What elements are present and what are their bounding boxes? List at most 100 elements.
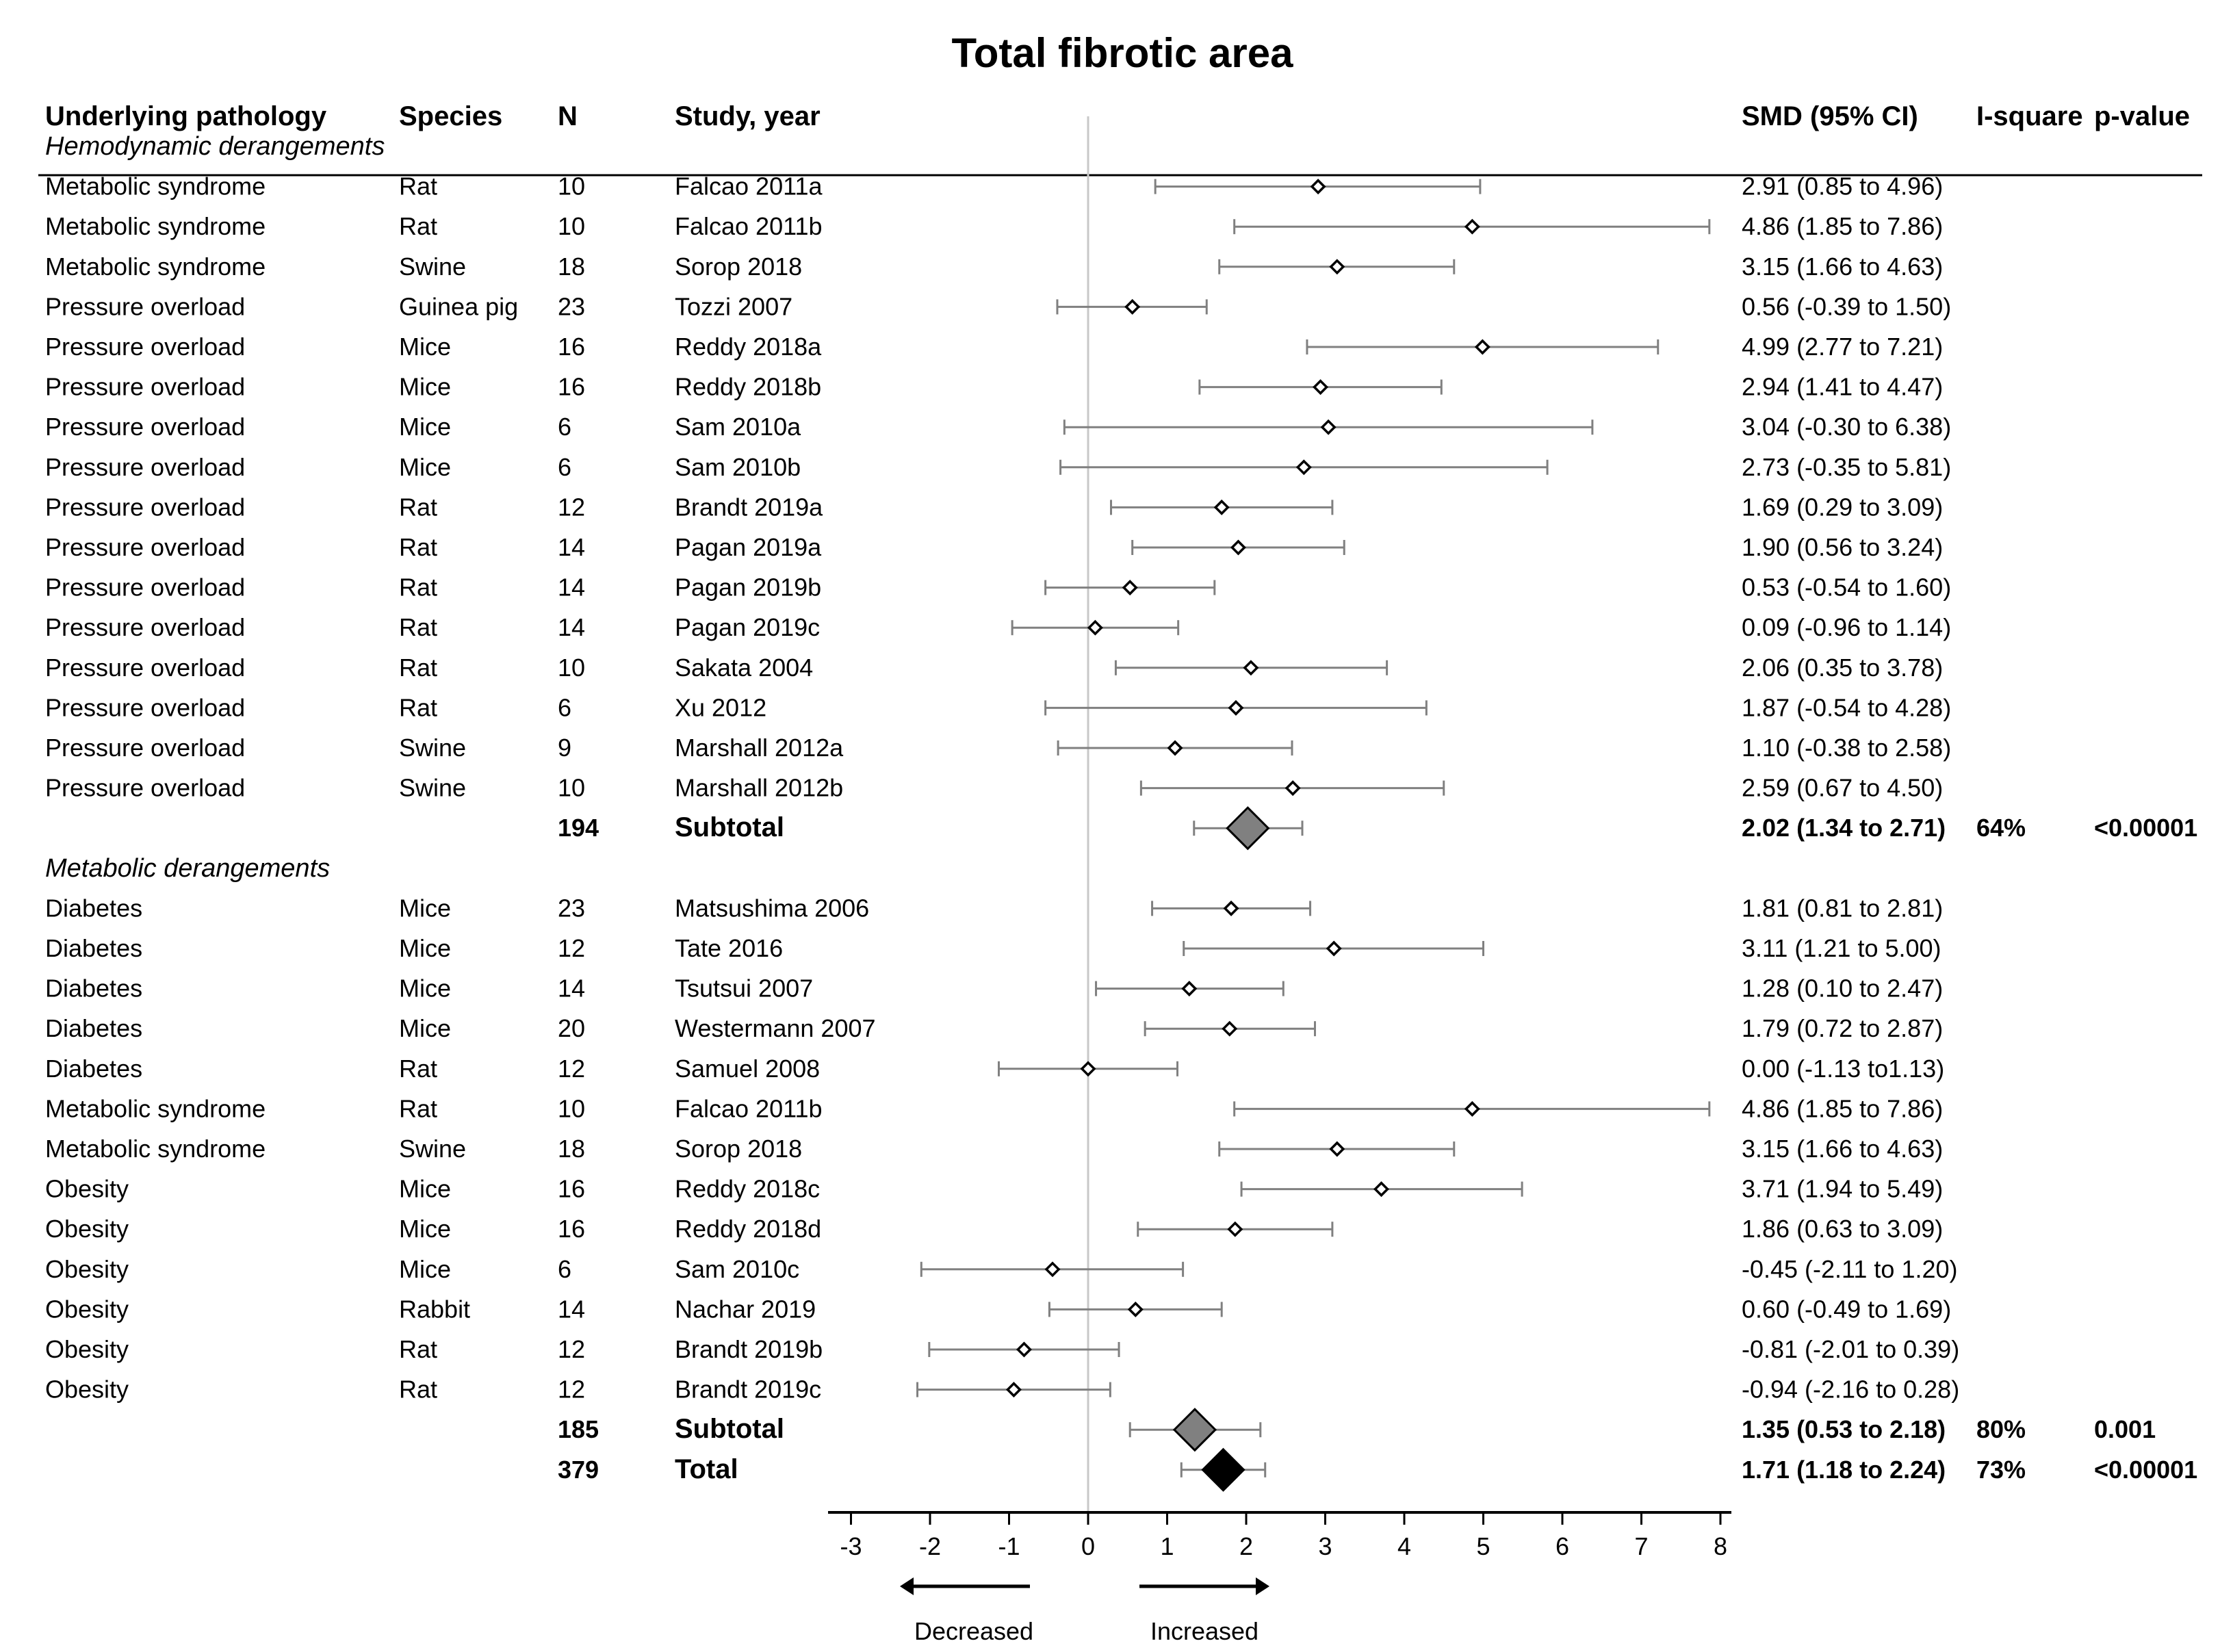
smd-ci-cell: 1.71 (1.18 to 2.24) [1742, 1456, 1946, 1484]
pathology-cell: Obesity [45, 1255, 129, 1283]
study-cell: Reddy 2018d [675, 1215, 821, 1243]
smd-ci-cell: 1.79 (0.72 to 2.87) [1742, 1014, 1943, 1042]
pathology-cell: Pressure overload [45, 734, 245, 762]
study-cell: Nachar 2019 [675, 1295, 816, 1323]
smd-ci-cell: 0.56 (-0.39 to 1.50) [1742, 292, 1951, 320]
n-cell: 12 [558, 1376, 585, 1404]
pathology-cell: Pressure overload [45, 613, 245, 641]
header-smd: SMD (95% CI) [1742, 101, 1918, 131]
x-tick-label: 8 [1714, 1532, 1727, 1560]
species-cell: Mice [399, 1014, 451, 1042]
pathology-cell: Pressure overload [45, 693, 245, 721]
study-cell: Tozzi 2007 [675, 292, 792, 320]
x-tick-label: -1 [998, 1532, 1020, 1560]
study-cell: Pagan 2019c [675, 613, 820, 641]
smd-ci-cell: 1.35 (0.53 to 2.18) [1742, 1415, 1946, 1443]
species-cell: Rat [399, 172, 437, 201]
point-estimate [1310, 179, 1326, 195]
n-cell: 194 [558, 814, 599, 842]
pathology-cell: Obesity [45, 1215, 129, 1243]
species-cell: Rat [399, 654, 437, 682]
species-cell: Rat [399, 573, 437, 602]
point-estimate [1329, 259, 1345, 275]
species-cell: Rabbit [399, 1295, 470, 1323]
n-cell: 14 [558, 975, 585, 1003]
species-cell: Swine [399, 1135, 466, 1163]
study-cell: Brandt 2019b [675, 1335, 823, 1363]
species-cell: Mice [399, 975, 451, 1003]
species-cell: Mice [399, 934, 451, 962]
smd-ci-cell: 1.86 (0.63 to 3.09) [1742, 1215, 1943, 1243]
header-pathology: Underlying pathology [45, 101, 327, 131]
x-tick-label: 1 [1160, 1532, 1174, 1560]
point-estimate [1080, 1061, 1096, 1077]
study-cell: Tsutsui 2007 [675, 975, 813, 1003]
study-cell: Tate 2016 [675, 934, 783, 962]
isquare-cell: 73% [1976, 1456, 2026, 1484]
study-cell: Brandt 2019a [675, 493, 823, 521]
species-cell: Swine [399, 734, 466, 762]
species-cell: Mice [399, 1255, 451, 1283]
smd-ci-cell: 0.00 (-1.13 to1.13) [1742, 1055, 1944, 1083]
n-cell: 9 [558, 734, 571, 762]
smd-ci-cell: 3.15 (1.66 to 4.63) [1742, 253, 1943, 281]
point-estimate [1227, 1221, 1243, 1237]
smd-ci-cell: 2.73 (-0.35 to 5.81) [1742, 453, 1951, 481]
smd-ci-cell: -0.94 (-2.16 to 0.28) [1742, 1376, 1959, 1404]
pathology-cell: Diabetes [45, 894, 142, 922]
increased-arrow-head [1256, 1577, 1269, 1595]
n-cell: 20 [558, 1014, 585, 1042]
study-cell: Sorop 2018 [675, 253, 802, 281]
smd-ci-cell: 1.69 (0.29 to 3.09) [1742, 493, 1943, 521]
x-tick-label: 0 [1081, 1532, 1095, 1560]
point-estimate [1213, 499, 1230, 515]
point-estimate [1464, 218, 1480, 235]
x-axis: -3 -2 -1 0 1 2 3 4 5 6 7 8 Decreased Increased [828, 1511, 1731, 1645]
species-cell: Swine [399, 774, 466, 802]
species-cell: Rat [399, 493, 437, 521]
n-cell: 23 [558, 292, 585, 320]
smd-ci-cell: 2.59 (0.67 to 4.50) [1742, 774, 1943, 802]
x-tick-label: 7 [1634, 1532, 1648, 1560]
study-cell: Sorop 2018 [675, 1135, 802, 1163]
point-estimate [1016, 1341, 1032, 1358]
pathology-cell: Metabolic syndrome [45, 1094, 266, 1122]
point-estimate [1222, 1020, 1238, 1037]
decreased-arrow-head [900, 1577, 914, 1595]
n-cell: 23 [558, 894, 585, 922]
smd-ci-cell: 2.02 (1.34 to 2.71) [1742, 814, 1946, 842]
n-cell: 18 [558, 253, 585, 281]
smd-ci-cell: 3.04 (-0.30 to 6.38) [1742, 413, 1951, 441]
pathology-cell: Metabolic syndrome [45, 1135, 266, 1163]
point-estimate [1329, 1141, 1345, 1157]
pathology-cell: Pressure overload [45, 493, 245, 521]
pathology-cell: Obesity [45, 1376, 129, 1404]
point-estimate [1295, 459, 1312, 476]
species-cell: Mice [399, 373, 451, 401]
smd-ci-cell: -0.81 (-2.01 to 0.39) [1742, 1335, 1959, 1363]
pvalue-cell: <0.00001 [2094, 1456, 2197, 1484]
pathology-cell: Obesity [45, 1295, 129, 1323]
study-cell: Brandt 2019c [675, 1376, 821, 1404]
header-species: Species [399, 101, 502, 131]
total-diamond [1201, 1447, 1245, 1492]
study-cell: Reddy 2018a [675, 333, 822, 361]
isquare-cell: 64% [1976, 814, 2026, 842]
smd-ci-cell: 2.94 (1.41 to 4.47) [1742, 373, 1943, 401]
header-pvalue: p-value [2094, 101, 2190, 131]
n-cell: 12 [558, 934, 585, 962]
n-cell: 16 [558, 1215, 585, 1243]
species-cell: Mice [399, 453, 451, 481]
group-label: Hemodynamic derangements [45, 132, 385, 161]
smd-ci-cell: 0.53 (-0.54 to 1.60) [1742, 573, 1951, 602]
study-cell: Sakata 2004 [675, 654, 813, 682]
n-cell: 10 [558, 774, 585, 802]
n-cell: 14 [558, 533, 585, 561]
point-estimate [1373, 1181, 1389, 1198]
n-cell: 12 [558, 493, 585, 521]
point-estimate [1320, 419, 1337, 435]
n-cell: 10 [558, 172, 585, 201]
point-estimate [1044, 1261, 1061, 1278]
subtotal-diamond [1226, 806, 1270, 851]
n-cell: 10 [558, 654, 585, 682]
